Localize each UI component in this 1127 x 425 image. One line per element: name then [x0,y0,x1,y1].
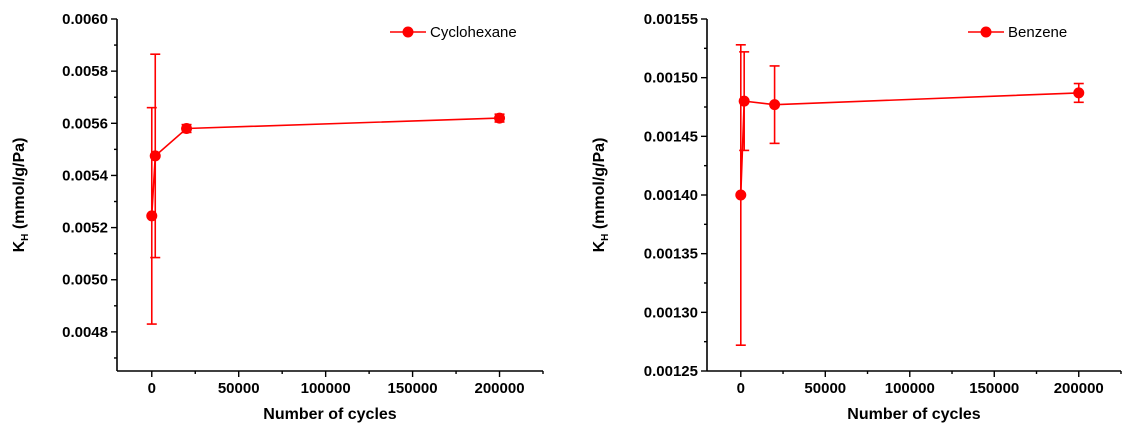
x-tick-label: 200000 [474,380,524,397]
data-point [1073,87,1085,99]
y-tick-label: 0.00145 [644,128,698,145]
y-tick-label: 0.0058 [62,63,108,80]
y-tick-label: 0.00130 [644,304,698,321]
legend-label: Benzene [1008,24,1067,41]
y-axis-title-main: K [591,240,608,252]
y-tick-label: 0.0054 [62,167,109,184]
y-tick-label: 0.00150 [644,70,698,87]
x-tick-label: 50000 [804,380,846,397]
y-tick-label: 0.0056 [62,115,108,132]
y-tick-label: 0.0052 [62,220,108,237]
y-tick-label: 0.0048 [62,324,108,341]
x-axis-title: Number of cycles [263,406,396,423]
y-tick-label: 0.00125 [644,363,698,380]
y-tick-label: 0.0060 [62,11,108,28]
y-tick-label: 0.00135 [644,246,698,263]
x-tick-label: 200000 [1054,380,1104,397]
data-point [181,123,193,135]
y-axis-title-rest: (mmol/g/Pa) [11,138,28,234]
x-tick-label: 100000 [885,380,935,397]
x-tick-label: 0 [737,380,745,397]
y-axis-title: KH (mmol/g/Pa) [591,138,611,253]
x-tick-label: 150000 [388,380,438,397]
data-point [494,112,506,124]
x-tick-label: 50000 [218,380,260,397]
x-tick-label: 0 [148,380,156,397]
chart-benzene: 0.00125 0.00130 0.00135 0.00140 0.00145 0.001… [591,11,1122,423]
y-tick-label: 0.0050 [62,272,108,289]
chart-cyclohexane: 0.0048 0.0050 0.0052 0.0054 0.0056 0.0058 0.00… [11,11,544,423]
data-point [149,150,161,162]
legend-label: Cyclohexane [430,24,517,41]
y-axis-title-rest: (mmol/g/Pa) [591,138,608,234]
series-line [739,92,1079,196]
data-point [769,99,781,111]
legend-marker [402,26,414,38]
x-tick-label: 150000 [969,380,1019,397]
data-point [738,95,750,107]
data-point [735,189,747,201]
y-tick-label: 0.00155 [644,11,698,28]
legend-marker [980,26,992,38]
y-axis-title: KH (mmol/g/Pa) [11,138,31,253]
y-axis-title-main: K [11,240,28,252]
series-line [150,117,500,216]
y-axis-title-sub: H [20,234,31,241]
x-tick-label: 100000 [301,380,351,397]
y-axis-title-sub: H [600,234,611,241]
x-axis-title: Number of cycles [847,406,980,423]
y-tick-label: 0.00140 [644,187,698,204]
